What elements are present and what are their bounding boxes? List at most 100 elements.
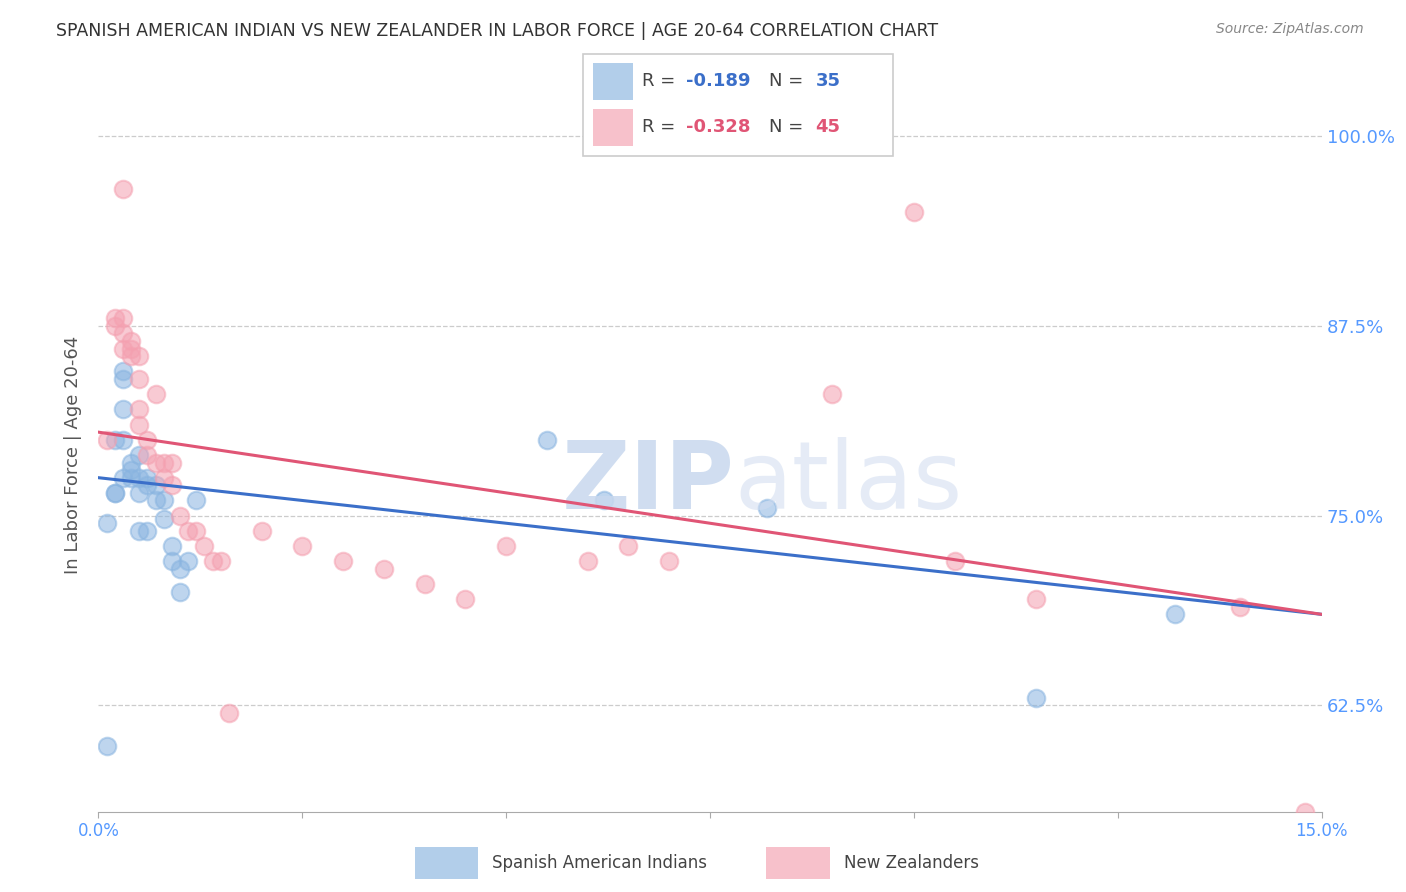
Bar <box>415 847 478 879</box>
Point <box>104 318 127 333</box>
Point <box>120 463 142 477</box>
Point <box>152 456 174 470</box>
Point <box>169 508 191 523</box>
Bar <box>593 109 633 145</box>
Point <box>1229 599 1251 614</box>
Text: ZIP: ZIP <box>561 437 734 530</box>
Point <box>1025 592 1047 607</box>
Point <box>120 334 142 348</box>
Point <box>291 539 314 553</box>
Point <box>152 471 174 485</box>
Text: N =: N = <box>769 72 808 90</box>
Point <box>128 349 150 363</box>
Point <box>576 554 599 568</box>
Point <box>104 486 127 500</box>
Point <box>193 539 215 553</box>
Point <box>160 554 183 568</box>
Text: -0.189: -0.189 <box>686 72 749 90</box>
Text: R =: R = <box>643 119 682 136</box>
FancyBboxPatch shape <box>583 54 893 156</box>
Point <box>111 471 134 485</box>
Point <box>128 471 150 485</box>
Text: SPANISH AMERICAN INDIAN VS NEW ZEALANDER IN LABOR FORCE | AGE 20-64 CORRELATION : SPANISH AMERICAN INDIAN VS NEW ZEALANDER… <box>56 22 938 40</box>
Point <box>111 402 134 417</box>
Point <box>96 433 118 447</box>
Point <box>821 387 844 401</box>
Point <box>111 433 134 447</box>
Point <box>128 372 150 386</box>
Text: New Zealanders: New Zealanders <box>844 854 979 872</box>
Point <box>903 205 925 219</box>
Point <box>186 493 208 508</box>
Point <box>1025 690 1047 705</box>
Point <box>145 387 167 401</box>
Point <box>152 493 174 508</box>
Point <box>136 524 159 538</box>
Text: 35: 35 <box>815 72 841 90</box>
Point <box>169 562 191 576</box>
Point <box>593 493 616 508</box>
Point <box>128 524 150 538</box>
Point <box>495 539 517 553</box>
Point <box>136 448 159 462</box>
Point <box>128 417 150 432</box>
Text: -0.328: -0.328 <box>686 119 749 136</box>
Point <box>658 554 681 568</box>
Point <box>186 524 208 538</box>
Point <box>413 577 436 591</box>
Text: atlas: atlas <box>734 437 963 530</box>
Point <box>120 471 142 485</box>
Point <box>120 349 142 363</box>
Point <box>617 539 640 553</box>
Point <box>943 554 966 568</box>
Point <box>177 524 200 538</box>
Point <box>128 486 150 500</box>
Bar <box>593 62 633 100</box>
Text: N =: N = <box>769 119 808 136</box>
Point <box>111 372 134 386</box>
Point <box>136 433 159 447</box>
Point <box>120 342 142 356</box>
Point <box>160 478 183 492</box>
Y-axis label: In Labor Force | Age 20-64: In Labor Force | Age 20-64 <box>65 335 83 574</box>
Point <box>145 493 167 508</box>
Point <box>111 326 134 341</box>
Point <box>128 402 150 417</box>
Point <box>104 311 127 326</box>
Point <box>250 524 273 538</box>
Point <box>1164 607 1187 622</box>
Text: R =: R = <box>643 72 682 90</box>
Point <box>128 448 150 462</box>
Point <box>120 456 142 470</box>
Point <box>160 539 183 553</box>
Point <box>104 433 127 447</box>
Text: 45: 45 <box>815 119 841 136</box>
Point <box>145 456 167 470</box>
Point <box>111 182 134 196</box>
Point <box>96 739 118 754</box>
Point <box>111 311 134 326</box>
Point <box>111 364 134 378</box>
Point <box>104 486 127 500</box>
Point <box>111 342 134 356</box>
Point <box>96 516 118 531</box>
Point <box>536 433 558 447</box>
Point <box>201 554 224 568</box>
Text: Spanish American Indians: Spanish American Indians <box>492 854 707 872</box>
Point <box>332 554 354 568</box>
Text: Source: ZipAtlas.com: Source: ZipAtlas.com <box>1216 22 1364 37</box>
Point <box>169 584 191 599</box>
Point <box>218 706 240 720</box>
Point <box>160 456 183 470</box>
Point <box>136 471 159 485</box>
Point <box>454 592 477 607</box>
Point <box>373 562 395 576</box>
Point <box>145 478 167 492</box>
Point <box>136 478 159 492</box>
Point <box>152 511 174 525</box>
Point <box>1294 805 1316 819</box>
Point <box>756 501 779 516</box>
Point <box>209 554 232 568</box>
Point <box>177 554 200 568</box>
Bar <box>766 847 830 879</box>
